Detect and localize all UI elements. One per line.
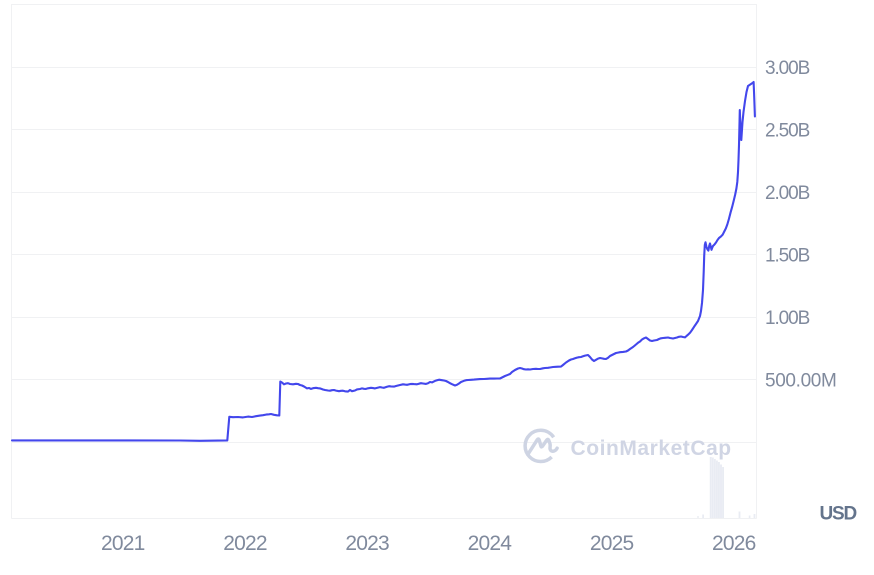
svg-text:2.00B: 2.00B (765, 183, 810, 204)
svg-text:2.50B: 2.50B (765, 121, 810, 142)
svg-text:1.50B: 1.50B (765, 246, 810, 267)
svg-text:2026: 2026 (712, 532, 756, 555)
svg-text:2023: 2023 (345, 532, 389, 555)
svg-text:2022: 2022 (223, 532, 267, 555)
svg-text:500.00M: 500.00M (765, 371, 837, 392)
svg-text:2021: 2021 (101, 532, 145, 555)
svg-text:USD: USD (820, 504, 857, 525)
svg-text:1.00B: 1.00B (765, 308, 810, 329)
svg-text:2025: 2025 (590, 532, 634, 555)
svg-text:2024: 2024 (468, 532, 513, 555)
svg-text:CoinMarketCap: CoinMarketCap (571, 437, 732, 460)
svg-text:3.00B: 3.00B (765, 58, 810, 79)
